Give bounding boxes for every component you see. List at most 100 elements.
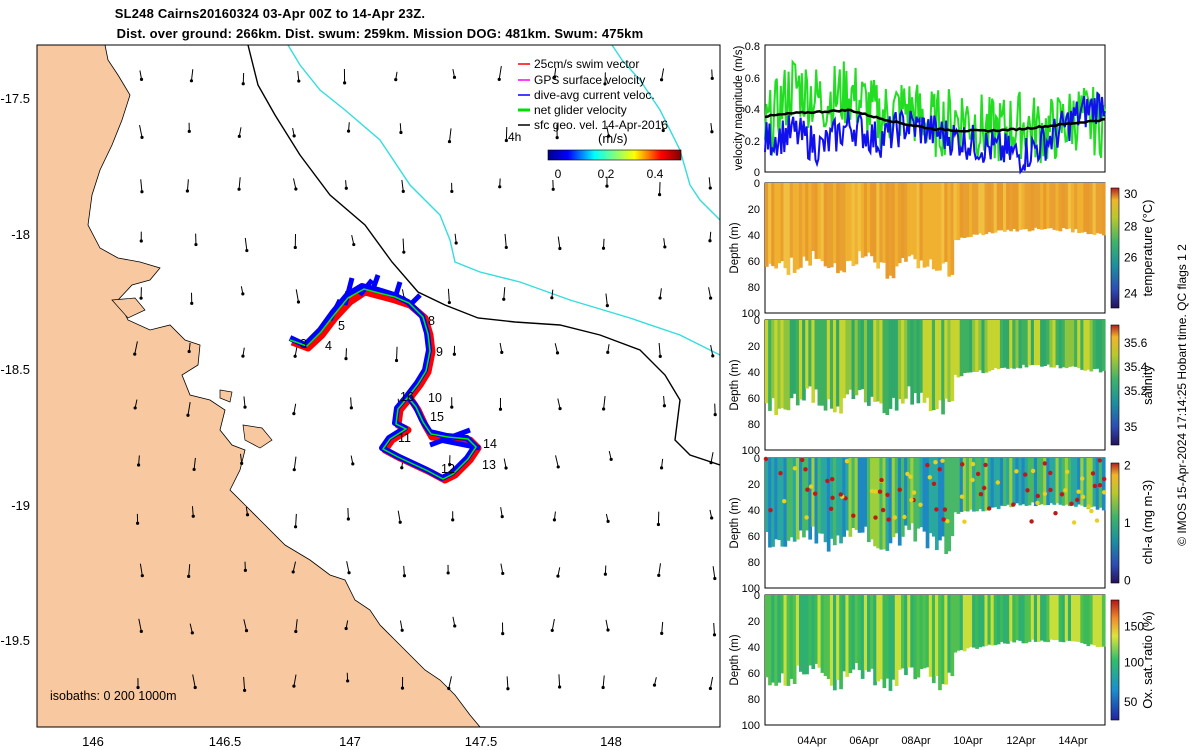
legend-net-glider: net glider velocity — [534, 103, 627, 117]
temperature-colorbar — [1110, 187, 1120, 309]
chla-profile — [1052, 458, 1057, 505]
chla-dot — [1048, 470, 1053, 476]
temperature-profile — [1061, 183, 1066, 228]
oxygen-y-tick: 100 — [742, 720, 760, 732]
velocity-arrow — [344, 180, 348, 190]
chla-y-tick: 0 — [754, 453, 760, 465]
velocity-arrow — [293, 178, 298, 191]
day-label: 14 — [483, 437, 497, 451]
chla-dot — [1080, 494, 1086, 500]
oxygen-profile — [867, 595, 871, 672]
oxygen-profile — [987, 595, 992, 645]
salinity-profile — [845, 320, 850, 395]
day-label: 16 — [400, 390, 414, 404]
day-label: 11 — [398, 431, 411, 445]
oxygen-profile — [910, 595, 914, 668]
oxygen-profile — [833, 595, 837, 691]
chla-dot — [1102, 476, 1107, 482]
oxygen-profile — [876, 595, 880, 682]
chla-dot — [800, 457, 805, 463]
chla-dot — [975, 471, 981, 477]
velocity-arrow — [606, 125, 611, 138]
chla-y-tick: 60 — [748, 531, 760, 543]
salinity-profile — [842, 320, 846, 399]
velocity-arrow — [497, 65, 502, 81]
salinity-profile — [1055, 320, 1060, 366]
velocity-arrow — [656, 511, 661, 527]
chla-dot — [933, 460, 938, 465]
velocity-arrow — [708, 287, 713, 300]
chla-dot — [1069, 501, 1074, 506]
temperature-profile — [965, 183, 970, 238]
oxygen-profile — [1101, 595, 1106, 647]
velocity-arrow — [499, 342, 504, 354]
chla-dot — [844, 459, 850, 464]
velocity-arrow — [292, 456, 297, 472]
time-tick: 14Apr — [1058, 735, 1088, 747]
salinity-profile — [1067, 320, 1072, 367]
day-label: 13 — [482, 458, 496, 472]
oxygen-profile — [839, 595, 843, 690]
oxygen-profile — [999, 595, 1004, 642]
salinity-cbar-label: salinity — [1140, 365, 1155, 405]
map-panel: 3 45 8 9 10 11 12 13 14 15 16 146 146.5 147 147.5 … — [0, 44, 721, 749]
chla-dot — [1029, 519, 1034, 524]
chla-profile — [1092, 458, 1097, 507]
chla-profile — [863, 458, 868, 527]
temperature-profile — [805, 183, 809, 261]
chla-dot — [1071, 520, 1077, 525]
temperature-profile — [789, 183, 794, 258]
chla-dot — [768, 508, 773, 513]
temperature-profile — [1024, 183, 1029, 230]
chla-y-tick: 100 — [742, 583, 760, 595]
velocity-series — [764, 59, 1106, 175]
oxygen-y-tick: 60 — [748, 668, 760, 680]
chla-dot — [1042, 461, 1048, 466]
salinity-profile — [950, 320, 955, 402]
velocity-arrow — [344, 348, 348, 361]
velocity-arrow — [399, 620, 404, 632]
chla-profile — [882, 458, 887, 550]
oxygen-profile — [1015, 595, 1020, 641]
salinity-profile — [888, 320, 893, 409]
velocity-arrow — [192, 674, 197, 690]
velocity-arrow — [601, 675, 605, 690]
oxygen-profile — [792, 595, 797, 684]
velocity-arrow — [291, 561, 297, 574]
chla-profile — [792, 458, 797, 542]
temperature-y-tick: 100 — [742, 308, 760, 320]
oxygen-profile — [882, 595, 887, 689]
temperature-profile — [854, 183, 859, 265]
velocity-arrow — [399, 123, 403, 135]
coastline-land — [37, 45, 481, 727]
oxygen-profile — [956, 595, 961, 651]
temperature-profile — [885, 183, 890, 279]
velocity-arrow — [557, 398, 562, 411]
oxygen-cbar-tick: 150 — [1124, 619, 1144, 633]
velocity-arrow — [136, 678, 140, 690]
temperature-ylabel: Depth (m) — [729, 222, 741, 273]
velocity-arrow — [452, 68, 457, 79]
temperature-profile — [1092, 183, 1097, 235]
chla-profile — [993, 458, 998, 508]
temperature-profile — [947, 183, 952, 277]
chla-dot — [897, 487, 902, 492]
velocity-arrow — [297, 71, 301, 83]
chla-profile — [1067, 458, 1072, 507]
temperature-profile — [969, 183, 973, 237]
chla-profile — [876, 458, 880, 549]
temperature-profile — [817, 183, 822, 259]
chla-profile — [984, 458, 989, 511]
salinity-y-tick: 60 — [748, 393, 760, 405]
salinity-profile — [1095, 320, 1100, 369]
velocity-arrow — [713, 403, 717, 417]
velocity-arrow — [187, 342, 191, 354]
day-label: 8 — [428, 314, 435, 328]
velocity-arrow — [401, 179, 405, 193]
velocity-arrow — [191, 506, 195, 518]
velocity-arrow — [498, 178, 502, 189]
chla-profile — [795, 458, 800, 540]
temperature-profile — [975, 183, 979, 235]
chla-profile — [1098, 458, 1103, 508]
